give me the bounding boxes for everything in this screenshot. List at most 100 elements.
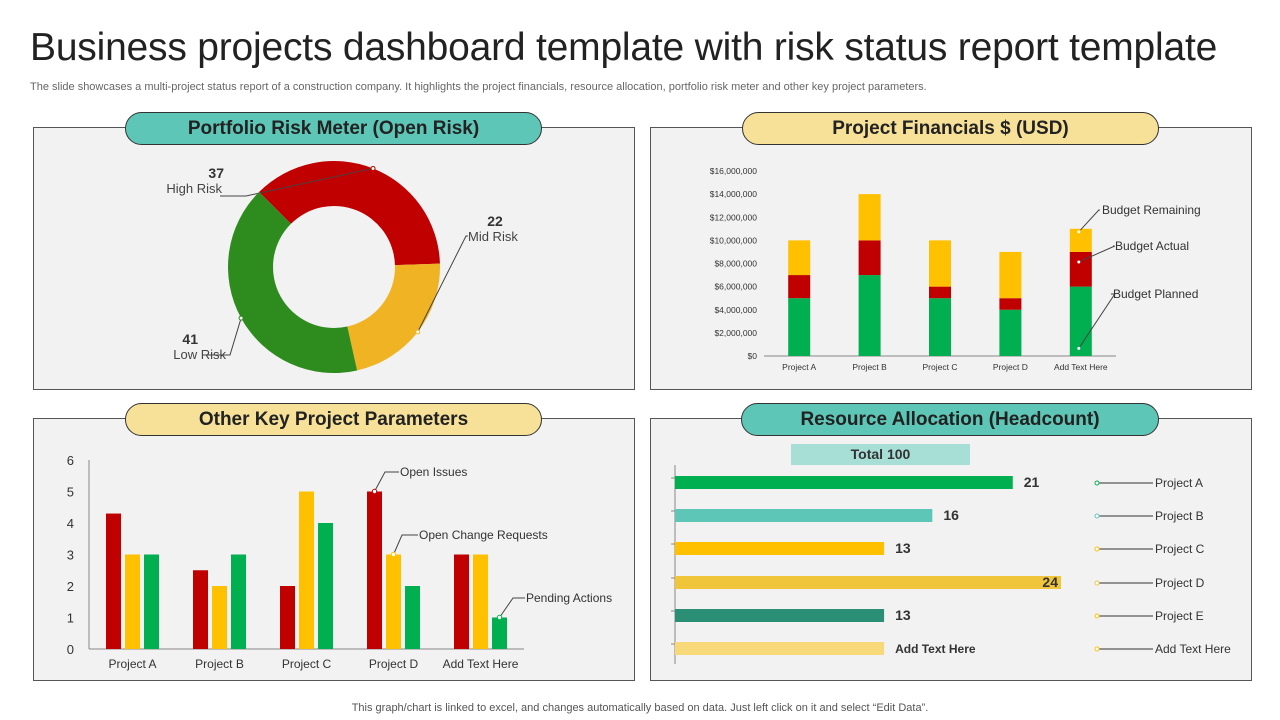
financials-bar-budget-planned[interactable] (1069, 286, 1092, 356)
parameters-bar-chart[interactable]: 0 1 2 3 4 5 6 Project A Project B Project C Projec… (34, 419, 636, 682)
params-y-tick: 4 (67, 516, 74, 531)
params-legend-line (393, 534, 418, 555)
params-bar-pending-actions[interactable] (492, 617, 507, 650)
financials-bar-budget-actual[interactable] (1069, 251, 1092, 287)
resource-bar-add-text-here[interactable] (675, 642, 885, 655)
risk-value-label: 41 (182, 331, 198, 347)
params-x-tick: Project C (282, 657, 332, 671)
page-subtitle: The slide showcases a multi-project stat… (30, 81, 927, 93)
resource-legend-dot (1094, 480, 1100, 486)
financials-bar-budget-planned[interactable] (858, 275, 881, 356)
parameters-heading: Other Key Project Parameters (125, 403, 542, 436)
financials-x-tick: Project A (782, 362, 816, 372)
financials-y-tick: $0 (748, 351, 758, 361)
risk-leader-dot (415, 329, 421, 335)
risk-leader-line (204, 317, 242, 356)
params-legend-label: Open Issues (400, 465, 467, 479)
financials-legend-line (1078, 209, 1100, 233)
financials-heading: Project Financials $ (USD) (742, 112, 1159, 145)
params-bar-open-issues[interactable] (106, 513, 121, 649)
risk-meter-panel: 37 High Risk 22 Mid Risk 41 Low Risk (33, 127, 635, 390)
params-bar-pending-actions[interactable] (231, 554, 246, 650)
resource-legend-label: Project B (1155, 509, 1204, 523)
risk-leader-line (417, 235, 468, 333)
resource-bar-chart[interactable]: Total 100 21 Project A 16 Project B 13 Project… (651, 419, 1253, 682)
financials-bar-budget-actual[interactable] (999, 298, 1022, 310)
params-x-tick: Add Text Here (443, 657, 519, 671)
risk-leader-line (220, 167, 374, 197)
resource-bar-project-b[interactable] (675, 509, 933, 522)
params-bar-open-issues[interactable] (280, 586, 295, 649)
financials-bar-budget-actual[interactable] (788, 275, 811, 299)
financials-bar-budget-remaining[interactable] (929, 240, 951, 287)
params-x-tick: Project A (108, 657, 156, 671)
total-headcount-box (791, 444, 970, 465)
params-legend-dot (390, 551, 397, 558)
params-bar-open-issues[interactable] (193, 570, 208, 649)
risk-slice-mid-risk[interactable] (347, 263, 440, 371)
params-x-tick: Project B (195, 657, 244, 671)
financials-bar-budget-planned[interactable] (999, 309, 1022, 356)
financials-bar-budget-actual[interactable] (858, 240, 881, 276)
params-bar-open-change-requests[interactable] (299, 491, 314, 650)
financials-bar-budget-remaining[interactable] (1069, 228, 1092, 252)
financials-legend-line (1078, 293, 1116, 349)
financials-y-tick: $12,000,000 (710, 212, 758, 222)
resource-legend-label: Project D (1155, 576, 1205, 590)
financials-y-tick: $10,000,000 (710, 235, 758, 245)
financials-bar-budget-planned[interactable] (929, 298, 951, 356)
params-bar-pending-actions[interactable] (318, 523, 333, 649)
resource-bar-project-d[interactable] (675, 576, 1061, 589)
params-y-tick: 0 (67, 642, 74, 657)
resource-bar-project-a[interactable] (675, 476, 1013, 489)
resource-legend-dot (1094, 546, 1100, 552)
params-bar-open-change-requests[interactable] (212, 586, 227, 649)
financials-y-tick: $2,000,000 (714, 328, 757, 338)
params-bar-pending-actions[interactable] (144, 554, 159, 650)
params-bar-open-issues[interactable] (454, 554, 469, 650)
resource-value-label: 13 (895, 607, 911, 623)
params-y-tick: 3 (67, 548, 74, 563)
resource-legend-dot (1094, 613, 1100, 619)
financials-y-tick: $16,000,000 (710, 166, 758, 176)
params-legend-dot (371, 488, 378, 495)
params-bar-pending-actions[interactable] (405, 586, 420, 649)
resource-value-label: 13 (895, 540, 911, 556)
financials-legend-dot (1076, 229, 1082, 235)
financials-bar-budget-remaining[interactable] (999, 251, 1022, 299)
financials-x-tick: Add Text Here (1054, 362, 1108, 372)
resource-bar-project-c[interactable] (675, 542, 885, 555)
params-bar-open-change-requests[interactable] (473, 554, 488, 650)
financials-legend-line (1078, 245, 1116, 263)
risk-category-label: Low Risk (173, 347, 226, 362)
params-y-tick: 5 (67, 485, 74, 500)
resource-legend-dot (1094, 513, 1100, 519)
financials-y-tick: $8,000,000 (714, 259, 757, 269)
financials-bar-chart[interactable]: $0 $2,000,000 $4,000,000 $6,000,000 $8,000,0… (651, 128, 1253, 391)
params-bar-open-issues[interactable] (367, 491, 382, 650)
params-legend-line (374, 471, 399, 492)
params-bar-open-change-requests[interactable] (386, 554, 401, 650)
resource-heading: Resource Allocation (Headcount) (741, 403, 1159, 436)
risk-slice-low-risk[interactable] (228, 192, 358, 373)
parameters-panel: 0 1 2 3 4 5 6 Project A Project B Project C Projec… (33, 418, 635, 681)
params-legend-label: Pending Actions (526, 591, 612, 605)
resource-bar-project-e[interactable] (675, 609, 885, 622)
risk-leader-dot (370, 165, 376, 171)
footer-note: This graph/chart is linked to excel, and… (351, 702, 929, 714)
total-headcount-label: Total 100 (851, 446, 911, 462)
resource-legend-label: Project A (1155, 476, 1203, 490)
params-bar-open-change-requests[interactable] (125, 554, 140, 650)
financials-y-tick: $14,000,000 (710, 189, 758, 199)
financials-bar-budget-remaining[interactable] (858, 194, 881, 241)
financials-x-tick: Project C (923, 362, 958, 372)
risk-slice-high-risk[interactable] (259, 161, 440, 266)
params-y-tick: 1 (67, 611, 74, 626)
financials-bar-budget-planned[interactable] (788, 298, 811, 356)
financials-bar-budget-actual[interactable] (929, 286, 951, 299)
params-legend-line (499, 597, 525, 618)
resource-legend-dot (1094, 580, 1100, 586)
params-y-tick: 6 (67, 453, 74, 468)
financials-bar-budget-remaining[interactable] (788, 240, 811, 276)
